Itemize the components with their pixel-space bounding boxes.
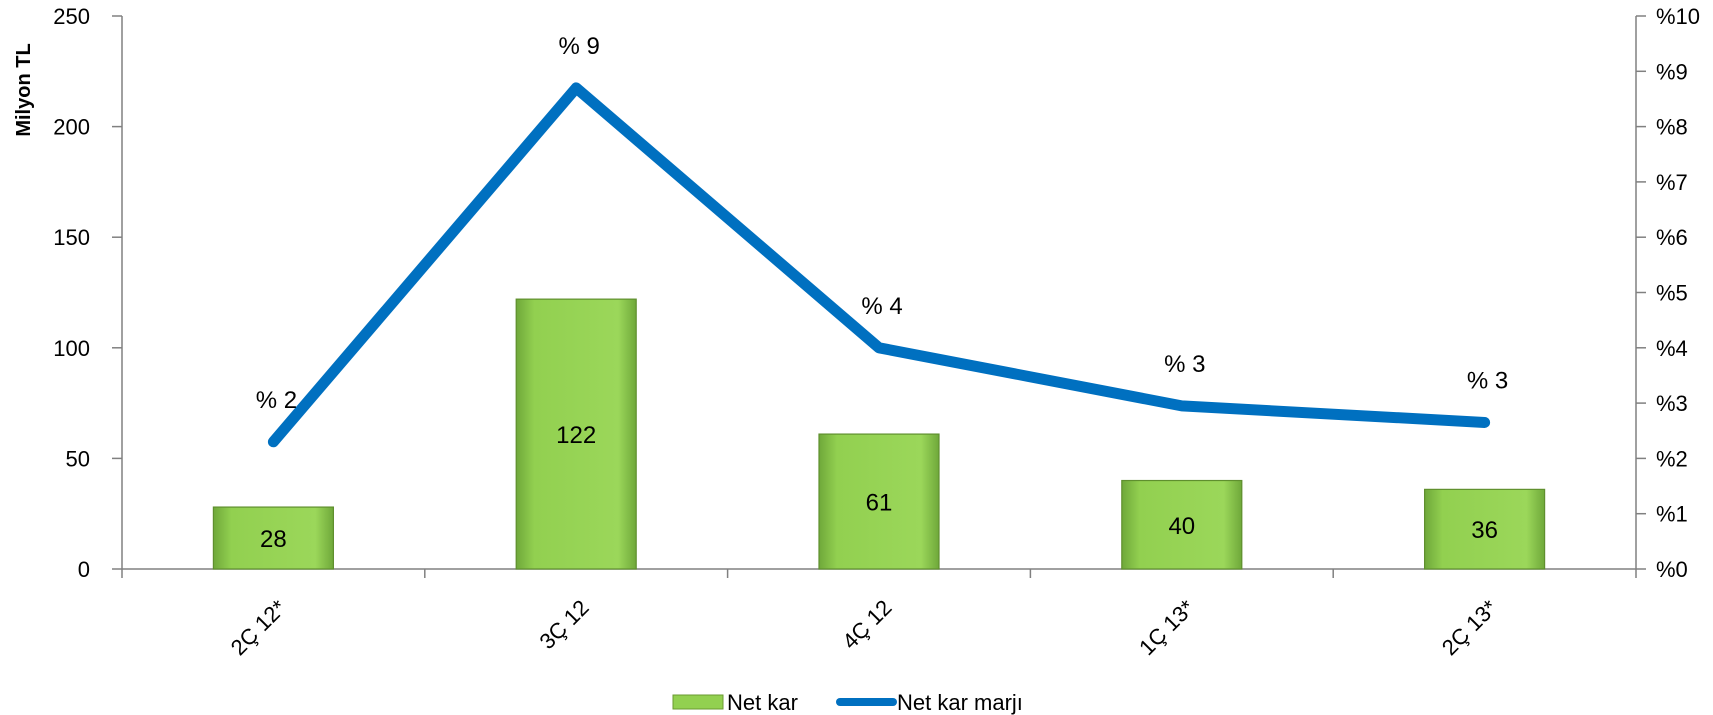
- y2-tick-label: %4: [1656, 336, 1688, 361]
- line-series-net-kar-marji: [267, 82, 1491, 448]
- y-tick-label: 150: [53, 225, 90, 250]
- y-axis-title: Milyon TL: [13, 43, 35, 136]
- x-tick-label: 2Ç 12*: [226, 595, 292, 661]
- y-tick-label: 200: [53, 115, 90, 140]
- bar-value-label: 28: [260, 526, 287, 553]
- y-tick-label: 50: [66, 446, 90, 471]
- y2-tick-label: %7: [1656, 170, 1688, 195]
- line-point: [1178, 402, 1185, 409]
- y2-tick-label: %3: [1656, 391, 1688, 416]
- x-tick-label: 4Ç 12: [837, 595, 896, 654]
- bar-value-label: 61: [866, 490, 893, 517]
- legend: Net kar Net kar marjı: [672, 690, 1023, 715]
- y-tick-label: 0: [78, 557, 90, 582]
- y-tick-label: 250: [53, 4, 90, 29]
- legend-label-net-kar: Net kar: [727, 690, 798, 715]
- y2-tick-label: %1: [1656, 502, 1688, 527]
- line-value-label: % 3: [1164, 351, 1205, 378]
- bar-value-label: 122: [556, 422, 596, 449]
- line-point: [1481, 419, 1488, 426]
- y2-tick-label: %5: [1656, 281, 1688, 306]
- line-value-label: % 3: [1467, 367, 1508, 394]
- line-value-label: % 9: [559, 33, 600, 60]
- data-labels: 28 122 61 40 36 % 2 % 9 % 4 % 3 % 3: [256, 33, 1509, 553]
- bar: [212, 506, 334, 570]
- x-tick-label: 3Ç 12: [535, 595, 594, 654]
- line-point: [876, 344, 882, 351]
- y-tick-label: 100: [53, 336, 90, 361]
- x-tick-label: 1Ç 13*: [1134, 595, 1200, 661]
- bar: [1121, 479, 1243, 570]
- x-tick-label: 2Ç 13*: [1437, 595, 1503, 661]
- bar-series-net-kar: [212, 298, 1546, 570]
- y2-tick-label: %9: [1656, 59, 1688, 84]
- legend-label-net-kar-marji: Net kar marjı: [897, 690, 1023, 715]
- bar: [515, 298, 637, 570]
- y2-tick-label: %8: [1656, 115, 1688, 140]
- line-value-label: % 2: [256, 387, 297, 414]
- line-point: [573, 84, 580, 91]
- bar: [818, 433, 940, 570]
- bar-value-label: 40: [1168, 513, 1195, 540]
- y2-tick-label: %2: [1656, 446, 1688, 471]
- line-value-label: % 4: [861, 293, 902, 320]
- line-path: [267, 82, 1491, 448]
- y2-tick-label: %6: [1656, 225, 1688, 250]
- y2-tick-label: %10: [1656, 4, 1700, 29]
- line-point: [270, 438, 277, 445]
- y2-tick-label: %0: [1656, 557, 1688, 582]
- legend-swatch-net-kar: [672, 694, 724, 710]
- bar: [1423, 488, 1546, 570]
- bar-value-label: 36: [1471, 517, 1498, 544]
